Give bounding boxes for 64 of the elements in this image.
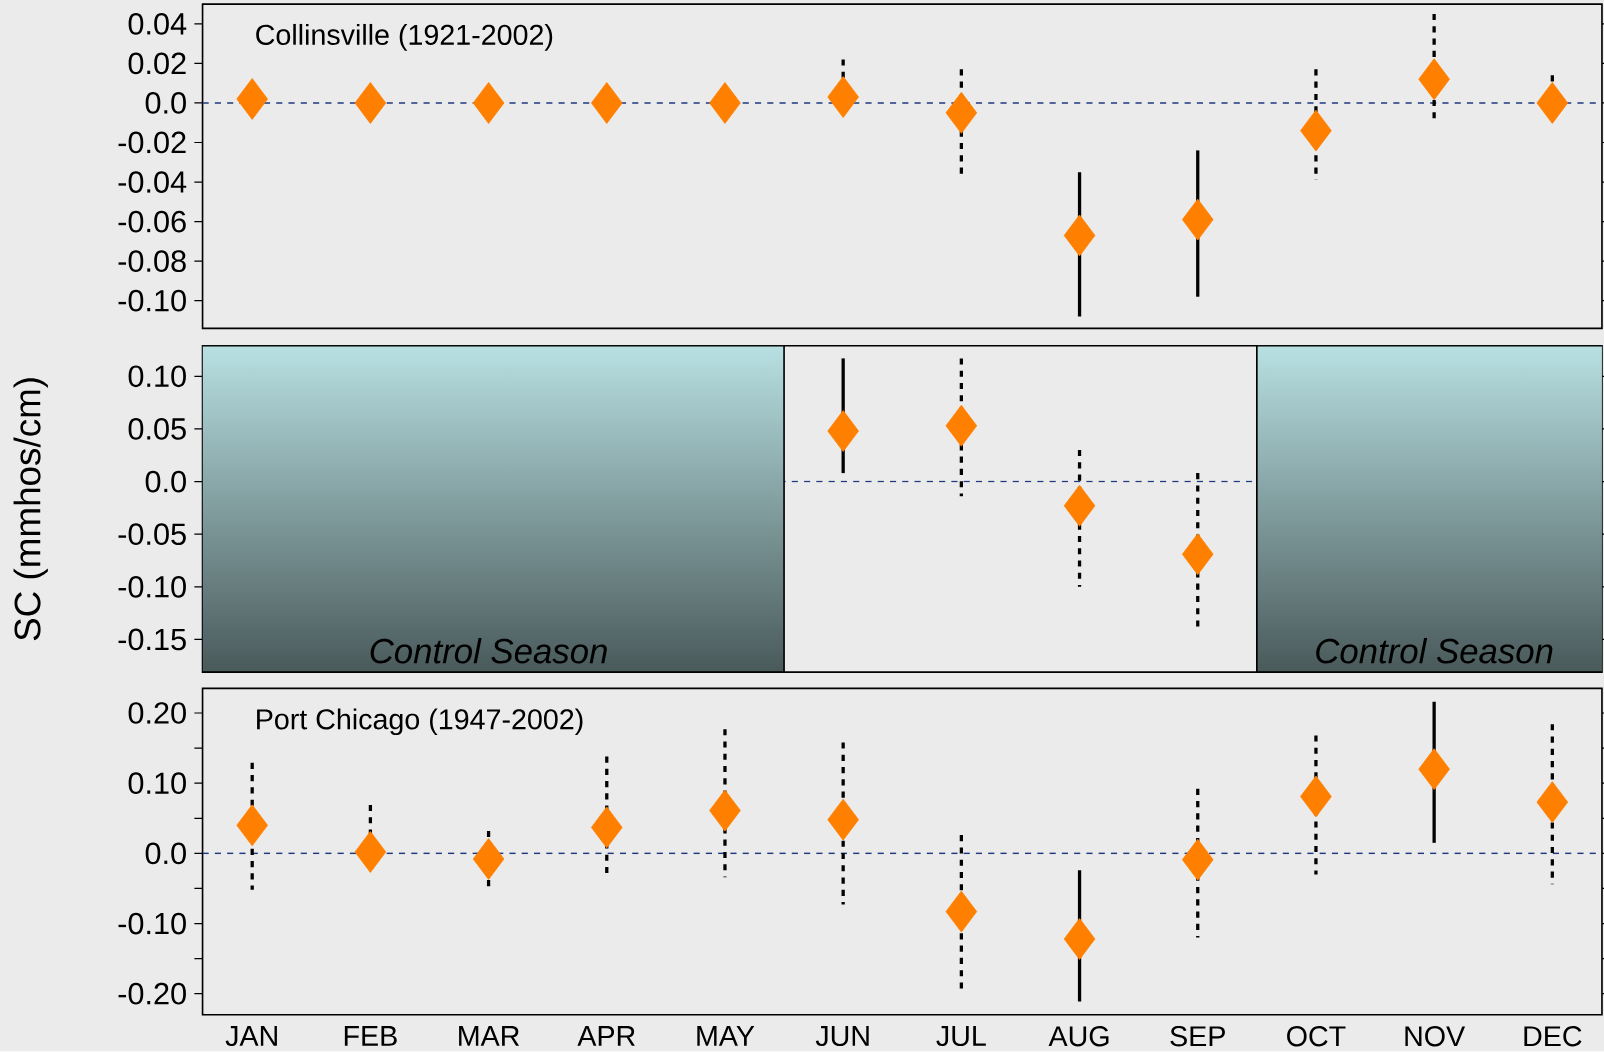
x-tick-label: FEB — [344, 1026, 397, 1046]
point — [945, 92, 978, 134]
point — [1063, 485, 1096, 527]
point — [945, 405, 978, 447]
point — [945, 890, 978, 933]
y-tick-label: 0.0 — [145, 470, 186, 493]
text: Collinsville (1921-2002) — [256, 24, 553, 51]
x-tick-label: APR — [577, 1026, 635, 1046]
point — [472, 838, 505, 881]
point — [1536, 781, 1569, 824]
y-tick-label: 0.02 — [128, 52, 186, 75]
point — [236, 804, 268, 847]
point — [1063, 214, 1096, 257]
y-tick-label: 0.10 — [128, 772, 186, 795]
y-tick-label: 0.0 — [145, 842, 186, 865]
point — [827, 410, 859, 453]
y-tick-label: -0.10 — [118, 576, 186, 598]
point — [827, 799, 859, 841]
x-tick-label: NOV — [1405, 1026, 1466, 1047]
point — [354, 82, 387, 125]
x-tick-label: JUN — [815, 1026, 869, 1047]
x-tick-label: SEP — [1170, 1026, 1225, 1047]
y-tick-label: -0.05 — [118, 523, 186, 546]
y-tick-label: 0.0 — [145, 92, 186, 114]
y-tick-label: 0.05 — [128, 418, 186, 440]
band-label: Control Season — [1316, 638, 1553, 664]
y-tick-label: 0.10 — [128, 365, 186, 388]
point — [1300, 775, 1332, 818]
y-tick-label: 0.04 — [128, 13, 187, 35]
point — [236, 78, 268, 121]
x-tick-label: MAR — [459, 1026, 520, 1046]
point — [591, 806, 623, 849]
y-tick-label: -0.04 — [118, 171, 187, 194]
point — [591, 82, 623, 125]
x-tick-label: DEC — [1524, 1026, 1582, 1047]
y-tick-label: 0.20 — [128, 702, 186, 725]
x-tick-label: AUG — [1048, 1026, 1109, 1047]
x-tick-label: MAY — [697, 1026, 755, 1046]
point — [1063, 918, 1096, 961]
x-tick-label: JUL — [936, 1026, 986, 1047]
point — [354, 831, 387, 874]
y-tick-label: -0.02 — [118, 131, 186, 154]
y-tick-label: -0.10 — [118, 290, 186, 312]
point — [1181, 839, 1214, 881]
point — [472, 82, 505, 125]
point — [1181, 533, 1214, 576]
point — [827, 76, 859, 119]
y-tick-label: -0.20 — [118, 983, 186, 1005]
point — [1418, 748, 1450, 791]
x-tick-label: OCT — [1287, 1026, 1346, 1047]
point — [709, 82, 741, 125]
y-tick-label: -0.10 — [118, 912, 186, 935]
y-tick-label: -0.08 — [118, 250, 186, 273]
point — [1300, 109, 1332, 152]
point — [1418, 58, 1450, 101]
point — [1536, 82, 1569, 125]
y-tick-label: -0.15 — [118, 628, 186, 651]
y-tick-label: -0.06 — [118, 210, 186, 233]
point — [709, 789, 741, 832]
text: Port Chicago (1947-2002) — [257, 708, 583, 736]
point — [1181, 198, 1214, 241]
band-label: Control Season — [370, 638, 607, 664]
x-tick-label: JAN — [225, 1026, 277, 1047]
y-axis-title: SC (mmhos/cm) — [13, 378, 48, 641]
